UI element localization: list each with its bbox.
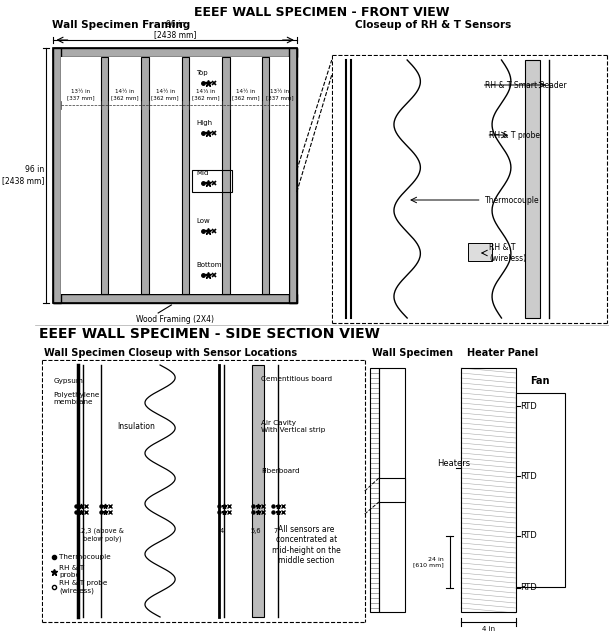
Text: RTD: RTD bbox=[520, 583, 537, 592]
Text: High: High bbox=[196, 120, 212, 126]
Bar bbox=[262, 57, 269, 294]
Text: Bottom: Bottom bbox=[196, 262, 222, 268]
Text: 96 in
[2438 mm]: 96 in [2438 mm] bbox=[154, 20, 196, 39]
Text: 14½ in
[362 mm]: 14½ in [362 mm] bbox=[232, 89, 259, 100]
Bar bbox=[54, 48, 61, 303]
Text: Closeup of RH & T Sensors: Closeup of RH & T Sensors bbox=[355, 20, 512, 30]
Bar bbox=[100, 57, 108, 294]
Bar bbox=[54, 48, 297, 303]
Text: RH & T Smart Reader: RH & T Smart Reader bbox=[485, 81, 566, 89]
Text: Cementitious board: Cementitious board bbox=[261, 376, 332, 382]
Bar bbox=[370, 368, 379, 612]
Text: 7: 7 bbox=[273, 528, 277, 534]
Text: RH & T probe: RH & T probe bbox=[489, 130, 540, 139]
Text: RTD: RTD bbox=[520, 401, 537, 410]
Text: 2,3 (above &
below poly): 2,3 (above & below poly) bbox=[81, 528, 124, 542]
Text: 4 in: 4 in bbox=[482, 626, 495, 632]
Text: 5,6: 5,6 bbox=[250, 528, 261, 534]
Bar bbox=[54, 48, 297, 57]
Bar bbox=[141, 57, 149, 294]
Text: RTD: RTD bbox=[520, 472, 537, 481]
Text: 14½ in
[362 mm]: 14½ in [362 mm] bbox=[152, 89, 179, 100]
Text: Mid: Mid bbox=[196, 170, 208, 176]
Text: 13½ in
[337 mm]: 13½ in [337 mm] bbox=[266, 89, 293, 100]
Text: RH & T
(wireless): RH & T (wireless) bbox=[489, 243, 526, 263]
Text: RTD: RTD bbox=[520, 532, 537, 541]
Bar bbox=[333, 56, 606, 322]
Bar bbox=[192, 170, 232, 192]
Text: Thermocouple: Thermocouple bbox=[485, 196, 539, 204]
Bar bbox=[468, 243, 492, 261]
Bar bbox=[379, 478, 405, 502]
Bar bbox=[252, 365, 264, 617]
Bar bbox=[61, 57, 289, 294]
Text: 14⅓ in
[362 mm]: 14⅓ in [362 mm] bbox=[192, 89, 220, 100]
Bar bbox=[516, 393, 565, 587]
Text: Top: Top bbox=[196, 70, 208, 76]
Text: Wall Specimen: Wall Specimen bbox=[372, 348, 453, 358]
Text: Low: Low bbox=[196, 218, 209, 224]
Text: RH & T
probe: RH & T probe bbox=[59, 566, 84, 578]
Text: Heater Panel: Heater Panel bbox=[466, 348, 538, 358]
Text: EEEF WALL SPECIMEN - FRONT VIEW: EEEF WALL SPECIMEN - FRONT VIEW bbox=[194, 6, 449, 19]
Bar bbox=[461, 368, 516, 612]
Text: Fan: Fan bbox=[530, 376, 550, 386]
Text: 96 in
[2438 mm]: 96 in [2438 mm] bbox=[2, 166, 44, 185]
Text: 4: 4 bbox=[219, 528, 224, 534]
Bar bbox=[289, 48, 297, 303]
Text: Thermocouple: Thermocouple bbox=[59, 554, 111, 560]
Text: Wood Framing (2X4): Wood Framing (2X4) bbox=[136, 315, 214, 324]
Text: Heaters: Heaters bbox=[437, 459, 471, 468]
Bar bbox=[181, 57, 189, 294]
Text: 13½ in
[337 mm]: 13½ in [337 mm] bbox=[67, 89, 94, 100]
Text: EEEF WALL SPECIMEN - SIDE SECTION VIEW: EEEF WALL SPECIMEN - SIDE SECTION VIEW bbox=[40, 327, 380, 341]
Text: Air Cavity
With Vertical strip: Air Cavity With Vertical strip bbox=[261, 420, 325, 433]
Text: Insulation: Insulation bbox=[118, 422, 155, 431]
Text: Polyethylene
membrane: Polyethylene membrane bbox=[54, 392, 100, 405]
Text: 24 in
[610 mm]: 24 in [610 mm] bbox=[413, 557, 444, 567]
Text: 1: 1 bbox=[76, 528, 80, 534]
Bar bbox=[43, 361, 364, 621]
Text: Wall Specimen Framing: Wall Specimen Framing bbox=[52, 20, 190, 30]
Bar bbox=[525, 60, 540, 318]
Text: Wall Specimen Closeup with Sensor Locations: Wall Specimen Closeup with Sensor Locati… bbox=[44, 348, 297, 358]
Bar bbox=[222, 57, 230, 294]
Text: Gypsum: Gypsum bbox=[54, 378, 83, 384]
Text: 14½ in
[362 mm]: 14½ in [362 mm] bbox=[111, 89, 138, 100]
Text: RH & T probe
(wireless): RH & T probe (wireless) bbox=[59, 580, 108, 594]
Text: Fiberboard: Fiberboard bbox=[261, 468, 300, 474]
Text: All sensors are
concentrated at
mid-height on the
middle section: All sensors are concentrated at mid-heig… bbox=[272, 525, 340, 565]
Bar bbox=[379, 368, 405, 612]
Bar bbox=[54, 294, 297, 303]
